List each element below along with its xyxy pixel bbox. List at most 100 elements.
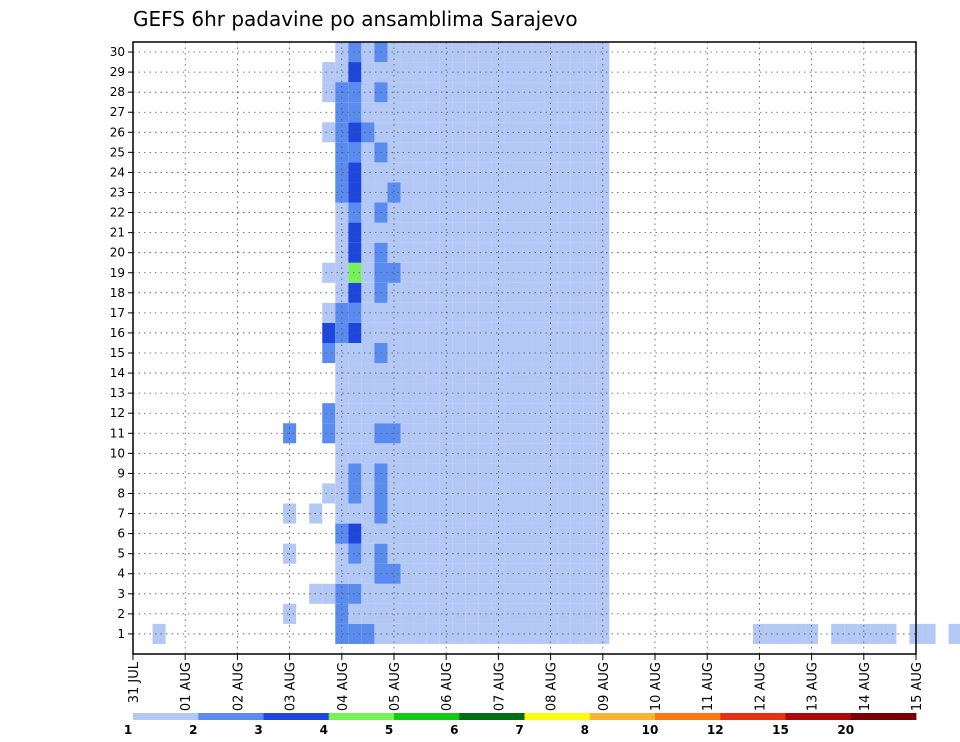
colorbar-label: 1 [124, 723, 132, 737]
heatmap-cell [491, 282, 505, 303]
heatmap-cell [570, 383, 584, 404]
colorbar-label: 3 [254, 723, 262, 737]
heatmap-cell [400, 342, 414, 364]
heatmap-cell [544, 262, 558, 283]
y-tick-label: 18 [110, 286, 125, 300]
heatmap-cell [348, 342, 362, 364]
heatmap-cell [348, 563, 362, 584]
heatmap-cell [570, 42, 584, 63]
heatmap-cell [439, 563, 453, 584]
heatmap-cell [504, 623, 518, 644]
heatmap-cell [596, 443, 610, 464]
heatmap-cell [426, 42, 440, 63]
heatmap-cell [948, 623, 960, 644]
y-tick-label: 10 [110, 446, 125, 460]
heatmap-cell [439, 122, 453, 143]
heatmap-cell [596, 162, 610, 183]
heatmap-cell [491, 503, 505, 524]
heatmap-cell [400, 623, 414, 644]
heatmap-cell [752, 623, 766, 644]
heatmap-cell [452, 142, 466, 163]
heatmap-cell [465, 363, 479, 384]
y-tick-label: 13 [110, 386, 125, 400]
heatmap-cell [335, 503, 349, 524]
heatmap-cell [452, 563, 466, 584]
heatmap-cell [504, 102, 518, 123]
heatmap-cell [452, 583, 466, 604]
heatmap-cell [400, 483, 414, 504]
heatmap-cell [322, 82, 336, 103]
heatmap-cell [348, 322, 362, 343]
heatmap-cell [557, 322, 571, 343]
heatmap-cell [570, 403, 584, 424]
heatmap-cell [491, 463, 505, 484]
heatmap-cell [400, 583, 414, 604]
y-tick-label: 29 [110, 65, 125, 79]
heatmap-cell [322, 483, 336, 504]
heatmap-cell [491, 102, 505, 123]
heatmap-cell [426, 322, 440, 343]
heatmap-cell [426, 102, 440, 123]
heatmap-cell [922, 623, 936, 644]
heatmap-cell [596, 42, 610, 63]
heatmap-cell [387, 463, 401, 484]
heatmap-cell [361, 142, 375, 163]
heatmap-cell [504, 563, 518, 584]
heatmap-cell [361, 403, 375, 424]
heatmap-cell [544, 623, 558, 644]
heatmap-cell [544, 242, 558, 263]
heatmap-cell [426, 242, 440, 263]
heatmap-cell [596, 383, 610, 404]
heatmap-cell [335, 182, 349, 203]
colorbar-swatch [133, 713, 199, 720]
heatmap-cell [348, 42, 362, 63]
heatmap-cell [348, 242, 362, 263]
heatmap-cell [544, 42, 558, 63]
heatmap-cell [596, 182, 610, 203]
heatmap-cell [844, 623, 858, 644]
heatmap-cell [531, 202, 545, 223]
heatmap-cell [570, 162, 584, 183]
heatmap-cell [452, 222, 466, 243]
y-tick-label: 4 [117, 567, 125, 581]
heatmap-cell [387, 322, 401, 343]
colorbar-swatch [655, 713, 721, 720]
heatmap-cell [452, 282, 466, 303]
heatmap-cell [361, 443, 375, 464]
heatmap-cell [557, 583, 571, 604]
heatmap-cell [531, 162, 545, 183]
heatmap-cell [544, 583, 558, 604]
heatmap-cell [335, 603, 349, 624]
y-tick-label: 15 [110, 346, 125, 360]
heatmap-cell [426, 583, 440, 604]
heatmap-cell [335, 523, 349, 544]
y-tick-label: 14 [110, 366, 125, 380]
heatmap-cell [491, 383, 505, 404]
heatmap-cell [596, 62, 610, 83]
heatmap-cell [570, 443, 584, 464]
heatmap-cell [596, 583, 610, 604]
heatmap-cell [557, 363, 571, 384]
heatmap-cell [531, 42, 545, 63]
heatmap-cell [348, 182, 362, 203]
y-tick-label: 27 [110, 105, 125, 119]
plot-frame [132, 41, 917, 655]
heatmap-cell [361, 42, 375, 63]
heatmap-cell [439, 42, 453, 63]
heatmap-cell [465, 403, 479, 424]
heatmap-cell [361, 563, 375, 584]
heatmap-cell [570, 523, 584, 544]
heatmap-cell [387, 383, 401, 404]
heatmap-cell [400, 142, 414, 163]
heatmap-cell [557, 102, 571, 123]
heatmap-cell [596, 242, 610, 263]
heatmap-cell [544, 463, 558, 484]
colorbar: 1 2 3 4 5 6 7 8 10 12 15 20 [124, 713, 917, 737]
heatmap-cell [465, 162, 479, 183]
heatmap-cell [465, 383, 479, 404]
heatmap-cell [439, 383, 453, 404]
heatmap-cell [465, 583, 479, 604]
heatmap-cell [348, 383, 362, 404]
x-tick-label: 04 AUG [336, 662, 351, 711]
heatmap-cell [531, 463, 545, 484]
